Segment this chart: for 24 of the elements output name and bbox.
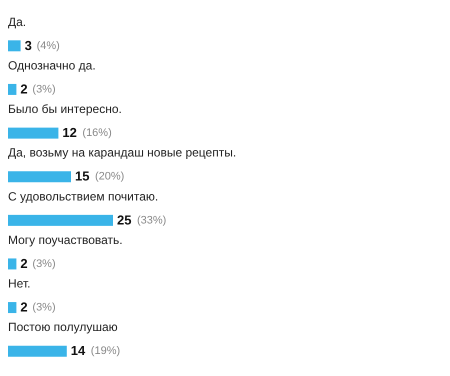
y-tick-label: С удовольствием почитаю.	[8, 189, 158, 204]
annotation: (3%)	[32, 302, 56, 314]
data-label: 25	[117, 212, 132, 228]
y-tick-label: Да.	[8, 14, 26, 29]
data-label: 2	[20, 300, 28, 315]
annotation: (3%)	[32, 258, 56, 270]
data-label: 14	[70, 343, 86, 358]
y-tick-label: Постою полулушаю	[8, 320, 118, 334]
annotation: (4%)	[36, 40, 60, 52]
annotation: (16%)	[82, 127, 112, 140]
y-tick-label: Нет.	[8, 276, 30, 291]
annotation: (20%)	[95, 170, 124, 183]
data-label: 2	[20, 256, 28, 271]
annotation: (19%)	[90, 345, 120, 358]
data-label: 3	[24, 38, 32, 53]
y-tick-label: Могу поучаствовать.	[8, 232, 123, 247]
data-label: 12	[62, 125, 77, 140]
data-label: 2	[20, 81, 28, 96]
annotation: (33%)	[137, 214, 166, 226]
y-tick-label: Было бы интересно.	[8, 102, 122, 116]
y-tick-label: Однозначно да.	[8, 58, 96, 72]
annotation: (3%)	[32, 83, 56, 96]
y-tick-label: Да, возьму на карандаш новые рецепты.	[8, 146, 236, 160]
data-label: 15	[75, 168, 90, 184]
